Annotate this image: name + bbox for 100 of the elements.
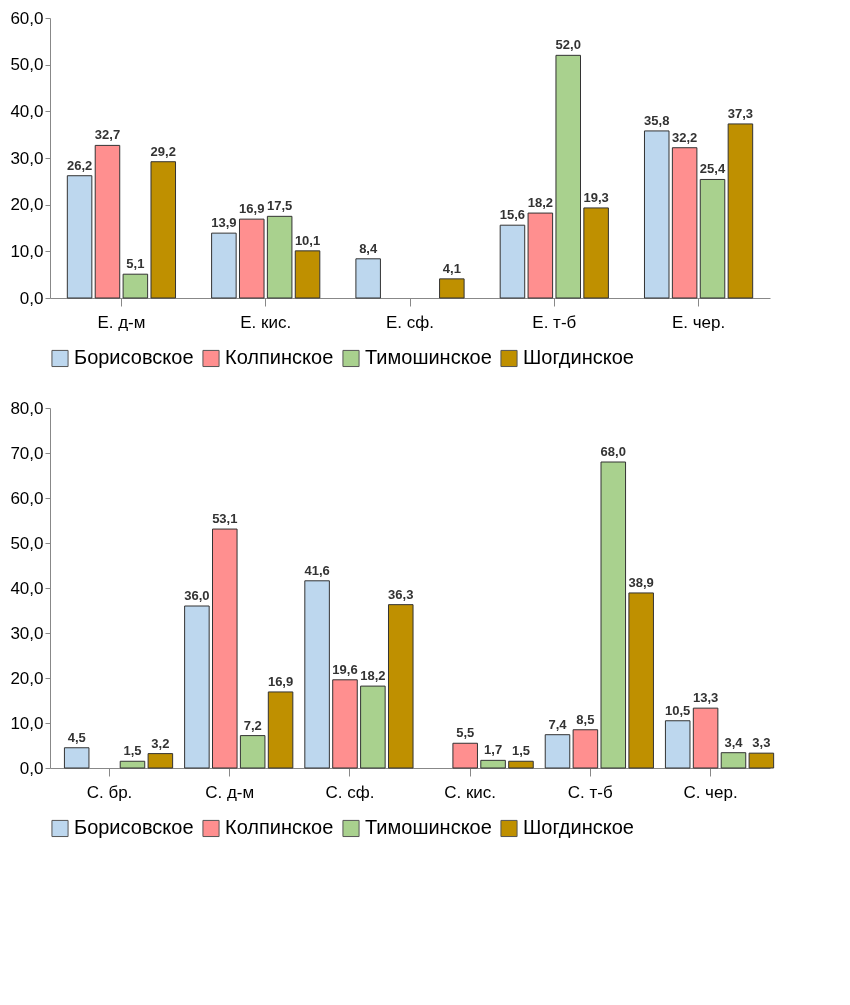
bar bbox=[239, 735, 266, 769]
legend-label: Тимошинское bbox=[365, 816, 492, 839]
data-label: 16,9 bbox=[239, 201, 265, 217]
legend-label: Колпинское bbox=[225, 346, 334, 369]
data-label: 38,9 bbox=[628, 574, 654, 590]
bar bbox=[294, 250, 321, 299]
data-label: 35,8 bbox=[644, 112, 670, 128]
bar bbox=[388, 604, 414, 769]
y-tick-label: 30,0 bbox=[10, 623, 44, 643]
x-tick-label: С. кис. bbox=[444, 782, 497, 802]
legend-label: Борисовское bbox=[74, 816, 194, 839]
bar bbox=[720, 752, 747, 769]
data-label: 5,5 bbox=[456, 725, 475, 741]
bar bbox=[643, 130, 670, 299]
bar bbox=[267, 691, 294, 769]
y-tick-label: 0,0 bbox=[19, 758, 44, 778]
y-tick-label: 60,0 bbox=[10, 488, 44, 508]
bar bbox=[508, 760, 534, 769]
x-tick-label: С. д-м bbox=[205, 782, 255, 802]
data-label: 19,6 bbox=[332, 661, 358, 677]
data-label: 13,9 bbox=[211, 215, 237, 231]
bar bbox=[544, 734, 571, 769]
data-label: 15,6 bbox=[499, 207, 526, 223]
bar bbox=[266, 215, 293, 299]
data-label: 25,4 bbox=[699, 161, 726, 177]
bar bbox=[355, 258, 381, 299]
x-tick-label: Е. сф. bbox=[386, 312, 434, 332]
x-tick-label: С. бр. bbox=[86, 782, 133, 802]
data-label: 18,2 bbox=[527, 195, 553, 211]
bar bbox=[499, 224, 526, 299]
data-label: 1,7 bbox=[484, 742, 503, 758]
data-label: 17,5 bbox=[267, 198, 293, 214]
bar bbox=[600, 461, 627, 769]
data-label: 4,1 bbox=[442, 260, 461, 276]
bar bbox=[692, 707, 719, 769]
bar bbox=[212, 528, 238, 769]
data-label: 13,3 bbox=[692, 690, 719, 706]
x-tick-label: Е. д-м bbox=[97, 312, 146, 332]
data-label: 4,5 bbox=[67, 729, 86, 745]
bar bbox=[184, 605, 210, 769]
data-label: 36,0 bbox=[184, 588, 210, 603]
y-tick-label: 40,0 bbox=[10, 578, 44, 598]
bar bbox=[304, 580, 330, 769]
bar bbox=[527, 212, 554, 299]
y-tick-label: 70,0 bbox=[10, 443, 44, 463]
data-label: 32,2 bbox=[671, 129, 698, 145]
y-tick-label: 0,0 bbox=[19, 288, 44, 308]
legend-label: Шогдинское bbox=[523, 816, 634, 839]
bar bbox=[452, 742, 478, 769]
data-label: 29,2 bbox=[150, 143, 176, 159]
y-tick-label: 20,0 bbox=[10, 668, 44, 688]
bar bbox=[360, 685, 386, 769]
bar bbox=[628, 592, 654, 769]
data-label: 1,5 bbox=[123, 743, 142, 759]
y-tick-label: 50,0 bbox=[10, 55, 44, 75]
bar bbox=[439, 278, 465, 299]
bar bbox=[699, 178, 726, 299]
data-label: 19,3 bbox=[583, 189, 609, 205]
data-label: 53,1 bbox=[212, 511, 238, 527]
bar bbox=[211, 232, 237, 299]
data-label: 52,0 bbox=[555, 37, 581, 53]
y-tick-label: 10,0 bbox=[10, 241, 44, 261]
data-label: 7,4 bbox=[548, 716, 568, 732]
x-tick-label: С. чер. bbox=[683, 782, 738, 802]
y-tick-label: 50,0 bbox=[10, 533, 44, 553]
bar bbox=[748, 752, 775, 769]
data-label: 32,7 bbox=[94, 127, 121, 143]
data-label: 36,3 bbox=[388, 586, 414, 602]
data-label: 3,2 bbox=[151, 735, 170, 751]
legend-label: Колпинское bbox=[225, 816, 334, 839]
data-label: 41,6 bbox=[304, 562, 330, 578]
bar bbox=[332, 679, 358, 769]
bar bbox=[238, 218, 265, 299]
legend-label: Борисовское bbox=[74, 346, 194, 369]
data-label: 1,5 bbox=[511, 743, 531, 759]
bar bbox=[150, 161, 177, 299]
data-label: 3,3 bbox=[752, 735, 771, 751]
data-label: 16,9 bbox=[267, 673, 294, 689]
bar bbox=[671, 147, 698, 299]
y-tick-label: 60,0 bbox=[10, 8, 44, 28]
bar bbox=[63, 747, 90, 769]
bar bbox=[583, 207, 609, 299]
bar bbox=[727, 123, 754, 299]
data-label: 10,5 bbox=[665, 702, 691, 718]
data-label: 8,5 bbox=[576, 711, 595, 727]
y-tick-label: 80,0 bbox=[10, 398, 44, 418]
bar bbox=[555, 54, 582, 299]
x-tick-label: Е. чер. bbox=[671, 312, 726, 332]
data-label: 7,2 bbox=[243, 717, 262, 733]
data-label: 8,4 bbox=[359, 240, 378, 256]
data-label: 18,2 bbox=[360, 668, 386, 684]
bar bbox=[119, 760, 146, 769]
data-label: 68,0 bbox=[600, 444, 626, 459]
x-tick-label: Е. кис. bbox=[240, 312, 292, 332]
bar bbox=[480, 759, 506, 769]
bar bbox=[572, 729, 599, 769]
data-label: 26,2 bbox=[66, 157, 93, 173]
bar bbox=[147, 753, 174, 769]
data-label: 10,1 bbox=[294, 232, 321, 248]
y-tick-label: 40,0 bbox=[10, 101, 44, 121]
